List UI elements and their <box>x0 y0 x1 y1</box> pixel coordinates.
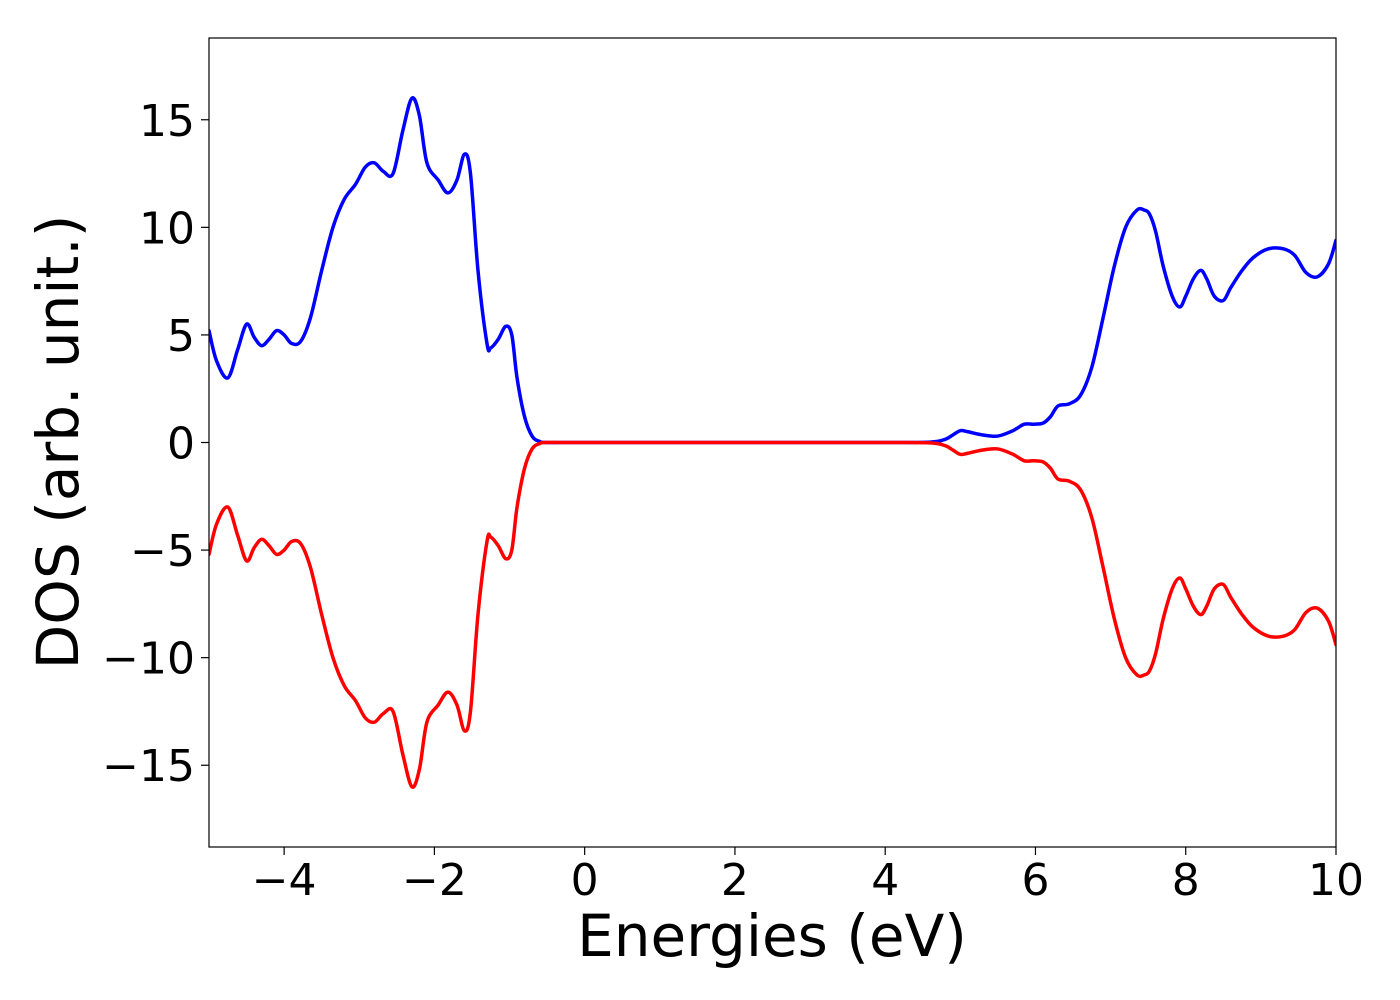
y-tick-label: 15 <box>139 96 195 147</box>
series-line-red <box>209 440 1336 789</box>
x-tick-label: 8 <box>1172 855 1200 906</box>
x-tick-label: 0 <box>571 855 599 906</box>
x-tick-label: −4 <box>252 855 317 906</box>
y-tick-label: 5 <box>167 311 195 362</box>
ticks-layer: −4 −2 0 2 4 6 8 10 −15 −10 −5 0 5 10 15 <box>102 96 1364 906</box>
x-tick-label: 4 <box>871 855 899 906</box>
y-tick-label: 0 <box>167 419 195 470</box>
x-tick-label: −2 <box>402 855 467 906</box>
series-line-blue <box>209 96 1336 445</box>
y-tick-label: −5 <box>130 526 195 577</box>
x-tick-label: 2 <box>721 855 749 906</box>
y-axis-label: DOS (arb. unit.) <box>24 215 92 670</box>
x-axis-label: Energies (eV) <box>577 902 967 970</box>
series-layer <box>209 96 1336 789</box>
x-tick-label: 6 <box>1021 855 1049 906</box>
y-tick-label: 10 <box>139 203 195 254</box>
x-tick-label: 10 <box>1308 855 1364 906</box>
y-tick-label: −10 <box>102 634 195 685</box>
y-tick-label: −15 <box>102 741 195 792</box>
